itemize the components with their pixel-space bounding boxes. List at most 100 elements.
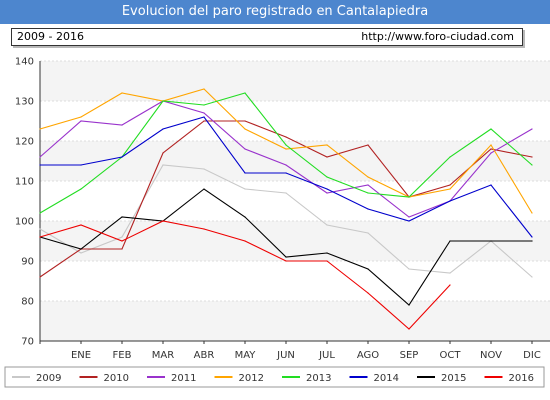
plot-background: [40, 61, 550, 341]
y-tick-label: 70: [21, 337, 34, 348]
x-tick-label: NOV: [480, 350, 502, 361]
x-tick-label: ENE: [71, 350, 91, 361]
data-point: [80, 248, 82, 250]
data-point: [121, 156, 123, 158]
data-point: [121, 92, 123, 94]
data-point: [367, 208, 369, 210]
data-point: [367, 184, 369, 186]
data-point: [162, 152, 164, 154]
data-point: [531, 164, 533, 166]
data-point: [285, 260, 287, 262]
legend-label: 2014: [374, 373, 399, 384]
data-point: [121, 124, 123, 126]
data-point: [531, 128, 533, 130]
x-tick-labels: ENE FEB MAR ABR MAY JUN JUL AGO SEP OCT NOV DIC: [71, 350, 541, 361]
legend-item-2015: 2015: [417, 373, 466, 384]
data-point: [121, 236, 123, 238]
x-tick-label: MAY: [235, 350, 257, 361]
legend-label: 2009: [36, 373, 61, 384]
series-2009: [39, 164, 533, 278]
data-point: [162, 100, 164, 102]
site-url[interactable]: http://www.foro-ciudad.com: [361, 30, 514, 43]
y-tick-label: 130: [15, 97, 34, 108]
data-point: [39, 236, 41, 238]
data-point: [80, 120, 82, 122]
legend-label: 2015: [441, 373, 466, 384]
x-tick-label: DIC: [523, 350, 541, 361]
plot-band: [40, 61, 550, 101]
legend-item-2010: 2010: [79, 373, 129, 384]
data-point: [244, 172, 246, 174]
series-2016: [39, 220, 451, 330]
data-point: [490, 144, 492, 146]
chart-title: Evolucion del paro registrado en Cantala…: [0, 0, 550, 24]
x-tick-label: SEP: [400, 350, 419, 361]
y-tick-label: 80: [21, 297, 34, 308]
data-point: [203, 104, 205, 106]
data-point: [367, 176, 369, 178]
data-point: [449, 284, 451, 286]
data-point: [244, 92, 246, 94]
data-point: [408, 216, 410, 218]
legend-item-2016: 2016: [484, 373, 534, 384]
data-point: [531, 156, 533, 158]
legend-label: 2012: [239, 373, 264, 384]
legend-label: 2011: [171, 373, 196, 384]
plot-area: [40, 61, 550, 341]
period-label: 2009 - 2016: [17, 30, 84, 43]
data-point: [408, 220, 410, 222]
data-point: [490, 128, 492, 130]
data-point: [326, 156, 328, 158]
data-point: [203, 116, 205, 118]
data-point: [285, 172, 287, 174]
legend-item-2013: 2013: [282, 373, 331, 384]
data-point: [367, 268, 369, 270]
data-point: [490, 152, 492, 154]
data-point: [244, 120, 246, 122]
data-point: [121, 248, 123, 250]
data-point: [531, 212, 533, 214]
x-tick-label: ABR: [194, 350, 215, 361]
data-point: [326, 260, 328, 262]
data-point: [490, 240, 492, 242]
data-point: [39, 228, 41, 230]
data-point: [244, 216, 246, 218]
data-point: [285, 148, 287, 150]
data-point: [449, 156, 451, 158]
series-2014: [39, 116, 533, 238]
data-point: [80, 188, 82, 190]
legend-item-2014: 2014: [349, 373, 399, 384]
data-point: [285, 136, 287, 138]
y-tick-label: 110: [15, 177, 34, 188]
legend-box: [4, 366, 545, 388]
data-point: [203, 112, 205, 114]
y-tick-labels: 70 80 90 100 110 120 130 140: [15, 57, 34, 348]
x-tick-label: MAR: [152, 350, 174, 361]
data-point: [203, 188, 205, 190]
data-point: [449, 184, 451, 186]
data-point: [244, 148, 246, 150]
data-point: [39, 156, 41, 158]
legend-item-2011: 2011: [147, 373, 196, 384]
x-tick-label: FEB: [113, 350, 132, 361]
data-point: [203, 120, 205, 122]
data-point: [80, 252, 82, 254]
data-point: [121, 216, 123, 218]
data-point: [244, 128, 246, 130]
data-point: [285, 256, 287, 258]
info-box: 2009 - 2016 http://www.foro-ciudad.com: [11, 28, 523, 46]
x-tick-label: JUN: [276, 350, 295, 361]
data-point: [408, 328, 410, 330]
axes: [39, 61, 550, 344]
data-point: [244, 240, 246, 242]
data-point: [326, 224, 328, 226]
y-tick-label: 90: [21, 257, 34, 268]
data-point: [408, 268, 410, 270]
data-point: [490, 184, 492, 186]
data-point: [367, 292, 369, 294]
data-point: [121, 240, 123, 242]
data-point: [326, 192, 328, 194]
data-point: [531, 236, 533, 238]
